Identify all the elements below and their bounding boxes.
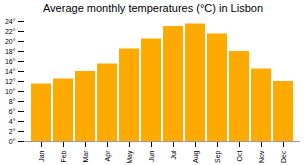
svg-text:0°: 0°	[9, 138, 16, 145]
svg-text:24°: 24°	[5, 18, 16, 25]
svg-text:Nov: Nov	[258, 150, 265, 163]
svg-text:8°: 8°	[9, 98, 16, 105]
svg-text:12°: 12°	[5, 78, 16, 85]
svg-text:18°: 18°	[5, 48, 16, 55]
svg-text:2°: 2°	[9, 128, 16, 135]
svg-text:10°: 10°	[5, 88, 16, 95]
svg-text:Aug: Aug	[192, 150, 200, 163]
svg-text:Jun: Jun	[148, 150, 155, 161]
svg-text:14°: 14°	[5, 68, 16, 75]
svg-text:Oct: Oct	[236, 150, 243, 161]
svg-text:22°: 22°	[5, 28, 16, 35]
html-text:Average monthly temperatures (: Average monthly temperatures (°C) in Lis…	[43, 2, 263, 14]
svg-text:Dec: Dec	[280, 150, 287, 163]
svg-text:Sep: Sep	[214, 150, 222, 163]
svg-text:20°: 20°	[5, 38, 16, 45]
svg-text:May: May	[126, 150, 134, 163]
svg-text:4°: 4°	[9, 118, 16, 125]
svg-text:Jul: Jul	[170, 150, 177, 159]
svg-text:Mar: Mar	[82, 150, 89, 163]
svg-text:6°: 6°	[9, 108, 16, 115]
svg-text:Feb: Feb	[60, 150, 67, 162]
svg-text:Apr: Apr	[104, 150, 112, 162]
svg-text:Jan: Jan	[38, 150, 45, 161]
svg-text:16°: 16°	[5, 58, 16, 65]
